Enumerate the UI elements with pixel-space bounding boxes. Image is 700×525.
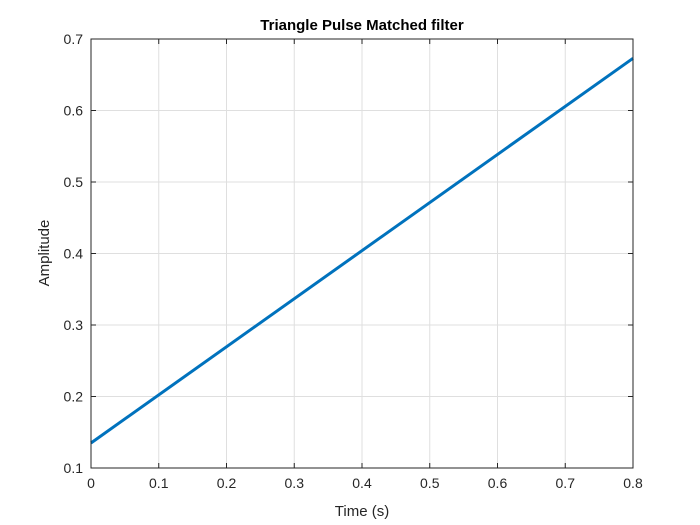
y-tick-label: 0.2 <box>64 389 84 405</box>
x-axis-label: Time (s) <box>335 503 389 520</box>
y-tick-label: 0.6 <box>64 103 84 119</box>
x-tick-label: 0.5 <box>420 475 440 491</box>
x-tick-label: 0.2 <box>217 475 237 491</box>
x-tick-label: 0.1 <box>149 475 169 491</box>
y-tick-label: 0.1 <box>64 460 84 476</box>
x-tick-label: 0.6 <box>488 475 508 491</box>
y-tick-label: 0.7 <box>64 31 84 47</box>
series-line <box>90 57 634 445</box>
tick-layer: 0 0.1 0.2 0.3 0.4 0.5 0.6 0.7 0.80.10.20.30.40.5… <box>64 31 643 491</box>
x-tick-label: 0.3 <box>285 475 305 491</box>
x-tick-label: 0.4 <box>352 475 372 491</box>
grid <box>90 38 634 469</box>
y-axis-label: Amplitude <box>36 220 53 287</box>
y-tick-label: 0.3 <box>64 317 84 333</box>
x-tick-label: 0.7 <box>556 475 576 491</box>
y-tick-label: 0.5 <box>64 174 84 190</box>
chart-title: Triangle Pulse Matched filter <box>260 17 464 34</box>
x-tick-label: 0.8 <box>623 475 643 491</box>
x-tick-label: 0 <box>87 475 95 491</box>
series-layer <box>90 57 634 445</box>
y-tick-label: 0.4 <box>64 246 84 262</box>
